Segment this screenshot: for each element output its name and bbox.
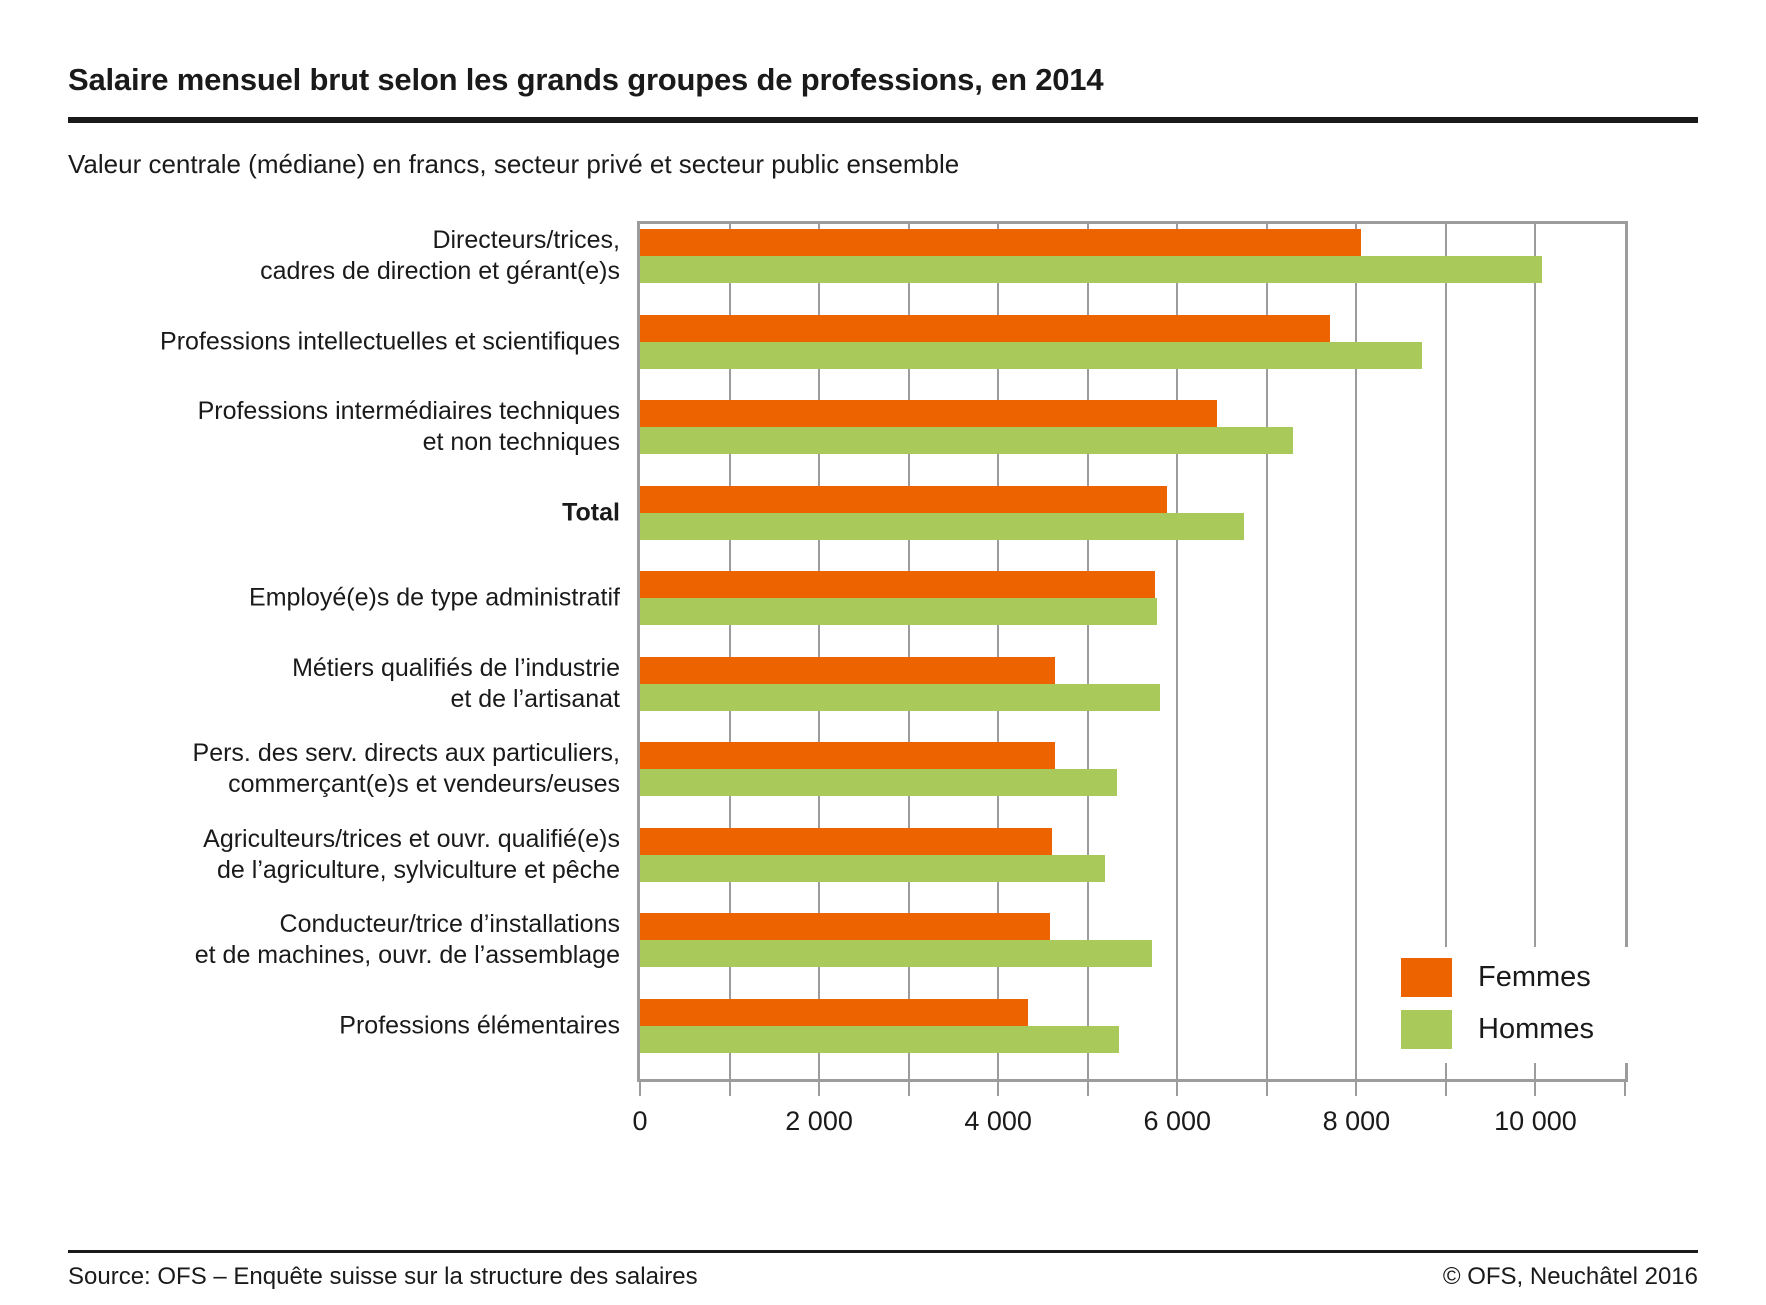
gridline-9000: [1444, 224, 1447, 1079]
category-label-8: Agriculteurs/trices et ouvr. qualifié(e)…: [203, 824, 620, 884]
chart-legend: Femmes Hommes: [1390, 947, 1628, 1063]
bar-hommes-8: [640, 854, 1105, 882]
category-label-5: Employé(e)s de type administratif: [249, 583, 620, 612]
bar-hommes-2: [640, 341, 1422, 369]
axis-tick-label-4000: 4 000: [964, 1106, 1032, 1136]
category-label-6: Métiers qualifiés de l’industrie et de l’…: [292, 653, 620, 713]
hommes-swatch-icon: [1401, 1010, 1452, 1049]
gridline-6000: [1176, 224, 1179, 1079]
axis-tick-2000: [818, 1082, 821, 1096]
category-label-2: Professions intellectuelles et scientifi…: [160, 327, 620, 355]
gridline-3000: [907, 224, 910, 1079]
bar-hommes-3: [640, 427, 1293, 454]
gridline-1000: [728, 224, 731, 1079]
legend-item-hommes: Hommes: [1401, 1010, 1594, 1049]
bar-femmes-3: [640, 400, 1217, 427]
axis-tick-6000: [1176, 1082, 1179, 1096]
gridline-2000: [818, 224, 821, 1079]
footer-copyright: © OFS, Neuchâtel 2016: [1442, 1263, 1698, 1290]
femmes-swatch-icon: [1401, 958, 1452, 997]
category-label-10: Professions élémentaires: [339, 1011, 620, 1039]
bar-hommes-7: [640, 769, 1118, 796]
page-title: Salaire mensuel brut selon les grands gr…: [68, 62, 1104, 97]
bar-femmes-4: [640, 485, 1167, 513]
category-label-4: Total: [562, 498, 620, 526]
bar-femmes-6: [640, 656, 1056, 684]
legend-item-femmes: Femmes: [1401, 958, 1591, 997]
bar-hommes-4: [640, 512, 1244, 540]
category-label-7: Pers. des serv. directs aux particuliers…: [192, 739, 620, 798]
axis-tick-9000: [1444, 1082, 1447, 1096]
axis-tick-label-2000: 2 000: [785, 1106, 853, 1136]
gridline-8000: [1355, 224, 1358, 1079]
bar-femmes-10: [640, 998, 1028, 1026]
axis-tick-label-6000: 6 000: [1143, 1106, 1212, 1136]
axis-tick-label-0: 0: [632, 1106, 648, 1136]
axis-tick-label-10000: 10 000: [1494, 1106, 1577, 1136]
chart-subtitle: Valeur centrale (médiane) en francs, sec…: [68, 149, 960, 179]
axis-tick-label-8000: 8 000: [1322, 1106, 1391, 1136]
bar-femmes-7: [640, 742, 1055, 769]
bar-hommes-9: [640, 940, 1153, 967]
chart-plot: [637, 221, 1628, 1082]
bar-femmes-8: [640, 827, 1052, 855]
category-label-1: Directeurs/trices, cadres de direction et…: [260, 226, 620, 285]
bar-hommes-1: [640, 256, 1542, 283]
bar-femmes-1: [640, 229, 1361, 256]
axis-tick-8000: [1355, 1082, 1358, 1096]
footer-rule: [68, 1250, 1698, 1253]
legend-label-femmes: Femmes: [1478, 961, 1591, 993]
title-rule: [68, 117, 1698, 123]
chart-plot-area: [640, 224, 1625, 1079]
axis-tick-11000: [1624, 1082, 1626, 1096]
axis-tick-0: [639, 1082, 641, 1096]
axis-tick-5000: [1086, 1082, 1089, 1096]
gridline-5000: [1086, 224, 1089, 1079]
axis-tick-1000: [728, 1082, 731, 1096]
gridline-7000: [1265, 224, 1268, 1079]
bar-hommes-6: [640, 683, 1161, 711]
bar-femmes-2: [640, 314, 1330, 342]
bar-femmes-9: [640, 913, 1051, 940]
bar-hommes-10: [640, 1025, 1120, 1053]
gridline-10000: [1534, 224, 1537, 1079]
category-label-9: Conducteur/trice d’installations et de ma…: [194, 910, 620, 969]
axis-tick-7000: [1265, 1082, 1268, 1096]
bar-hommes-5: [640, 598, 1157, 625]
legend-label-hommes: Hommes: [1478, 1013, 1595, 1045]
category-label-3: Professions intermédiaires techniques et …: [197, 397, 620, 456]
axis-tick-10000: [1534, 1082, 1537, 1096]
gridline-4000: [997, 224, 1000, 1079]
bar-femmes-5: [640, 571, 1155, 598]
footer-source: Source: OFS – Enquête suisse sur la stru…: [68, 1263, 698, 1290]
axis-tick-3000: [907, 1082, 910, 1096]
axis-tick-4000: [997, 1082, 1000, 1096]
